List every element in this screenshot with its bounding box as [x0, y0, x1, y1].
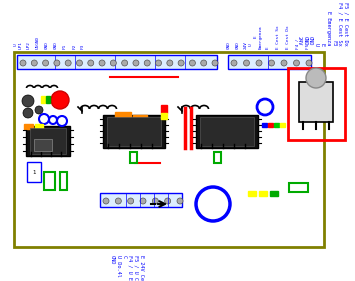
Bar — [288, 68, 345, 140]
Circle shape — [99, 60, 105, 66]
Bar — [299, 82, 333, 122]
Text: E: E — [266, 46, 270, 49]
Bar — [259, 191, 267, 196]
Circle shape — [165, 198, 171, 204]
Circle shape — [20, 60, 26, 66]
Circle shape — [122, 60, 128, 66]
Circle shape — [133, 60, 139, 66]
Bar — [268, 123, 273, 127]
Circle shape — [103, 198, 109, 204]
Text: F5 /: F5 / — [306, 38, 310, 49]
Bar — [17, 55, 217, 69]
Circle shape — [201, 60, 207, 66]
Circle shape — [294, 60, 300, 66]
Bar — [200, 117, 254, 146]
Circle shape — [51, 91, 69, 109]
Text: 1: 1 — [32, 169, 36, 175]
Bar — [100, 193, 182, 207]
Circle shape — [43, 60, 49, 66]
Circle shape — [231, 60, 237, 66]
Text: E Cest Sx: E Cest Sx — [276, 25, 280, 49]
Circle shape — [177, 198, 183, 204]
Bar — [103, 115, 165, 148]
Bar — [228, 55, 311, 69]
Text: F3: F3 — [81, 44, 85, 49]
Bar — [34, 139, 52, 151]
Circle shape — [140, 198, 146, 204]
Bar — [161, 113, 167, 119]
Circle shape — [306, 68, 326, 88]
Text: E Cest Dx: E Cest Dx — [286, 25, 290, 49]
Bar — [41, 96, 45, 103]
Circle shape — [35, 106, 43, 114]
Circle shape — [212, 60, 218, 66]
Bar — [30, 128, 66, 154]
Bar — [107, 117, 161, 146]
Bar — [115, 112, 131, 119]
Text: 24V
U: 24V U — [244, 41, 252, 49]
Circle shape — [22, 95, 34, 107]
Bar — [14, 52, 324, 247]
Circle shape — [31, 60, 37, 66]
Circle shape — [155, 60, 162, 66]
Circle shape — [115, 198, 121, 204]
Text: GND: GND — [236, 41, 240, 49]
Text: U
LP1: U LP1 — [14, 41, 22, 49]
Circle shape — [144, 60, 150, 66]
Circle shape — [110, 60, 116, 66]
Text: U5GND: U5GND — [36, 36, 40, 49]
Bar — [133, 115, 147, 120]
Circle shape — [167, 60, 173, 66]
Bar — [196, 115, 258, 148]
Bar — [26, 126, 70, 156]
Bar — [270, 191, 278, 196]
Circle shape — [178, 60, 184, 66]
Bar — [248, 191, 256, 196]
Bar — [214, 152, 221, 163]
Bar — [161, 105, 167, 113]
Bar — [46, 96, 50, 103]
Bar — [60, 172, 67, 190]
Bar — [130, 152, 137, 163]
Bar — [280, 123, 285, 127]
Bar — [27, 162, 41, 182]
Text: F5 / E Cest Dx
F4 / E Cest Sx
F3
E Emergenza
E
U
GND
GND
24V: F5 / E Cest Dx F4 / E Cest Sx F3 E Emerg… — [296, 2, 348, 46]
Text: E
Emergenza: E Emergenza — [254, 25, 262, 49]
Circle shape — [256, 60, 262, 66]
Text: F4 /: F4 / — [296, 38, 300, 49]
Bar — [289, 183, 308, 192]
Circle shape — [23, 108, 33, 118]
Bar — [24, 124, 33, 129]
Bar — [274, 123, 279, 127]
Circle shape — [268, 60, 274, 66]
Circle shape — [65, 60, 71, 66]
Text: GND: GND — [54, 41, 58, 49]
Bar — [44, 172, 55, 190]
Text: E 24V Cest Dx
F5 / U Cest Sx
F4 / U Emergenza
C
U Do.4l
GND: E 24V Cest Dx F5 / U Cest Sx F4 / U Emer… — [110, 255, 144, 281]
Text: GND: GND — [227, 41, 231, 49]
Circle shape — [281, 60, 287, 66]
Text: GND: GND — [45, 41, 49, 49]
Circle shape — [190, 60, 195, 66]
Circle shape — [128, 198, 134, 204]
Text: F2: F2 — [72, 44, 76, 49]
Text: LP2: LP2 — [27, 41, 31, 49]
Circle shape — [76, 60, 82, 66]
Circle shape — [152, 198, 158, 204]
Bar — [35, 124, 43, 129]
Bar — [262, 123, 267, 127]
Circle shape — [54, 60, 60, 66]
Text: F1: F1 — [63, 44, 67, 49]
Circle shape — [306, 60, 312, 66]
Circle shape — [244, 60, 250, 66]
Circle shape — [88, 60, 94, 66]
